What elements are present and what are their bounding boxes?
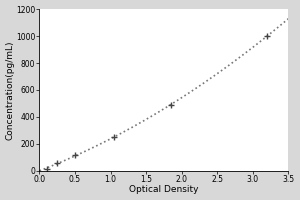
- X-axis label: Optical Density: Optical Density: [129, 185, 199, 194]
- Y-axis label: Concentration(pg/mL): Concentration(pg/mL): [6, 40, 15, 140]
